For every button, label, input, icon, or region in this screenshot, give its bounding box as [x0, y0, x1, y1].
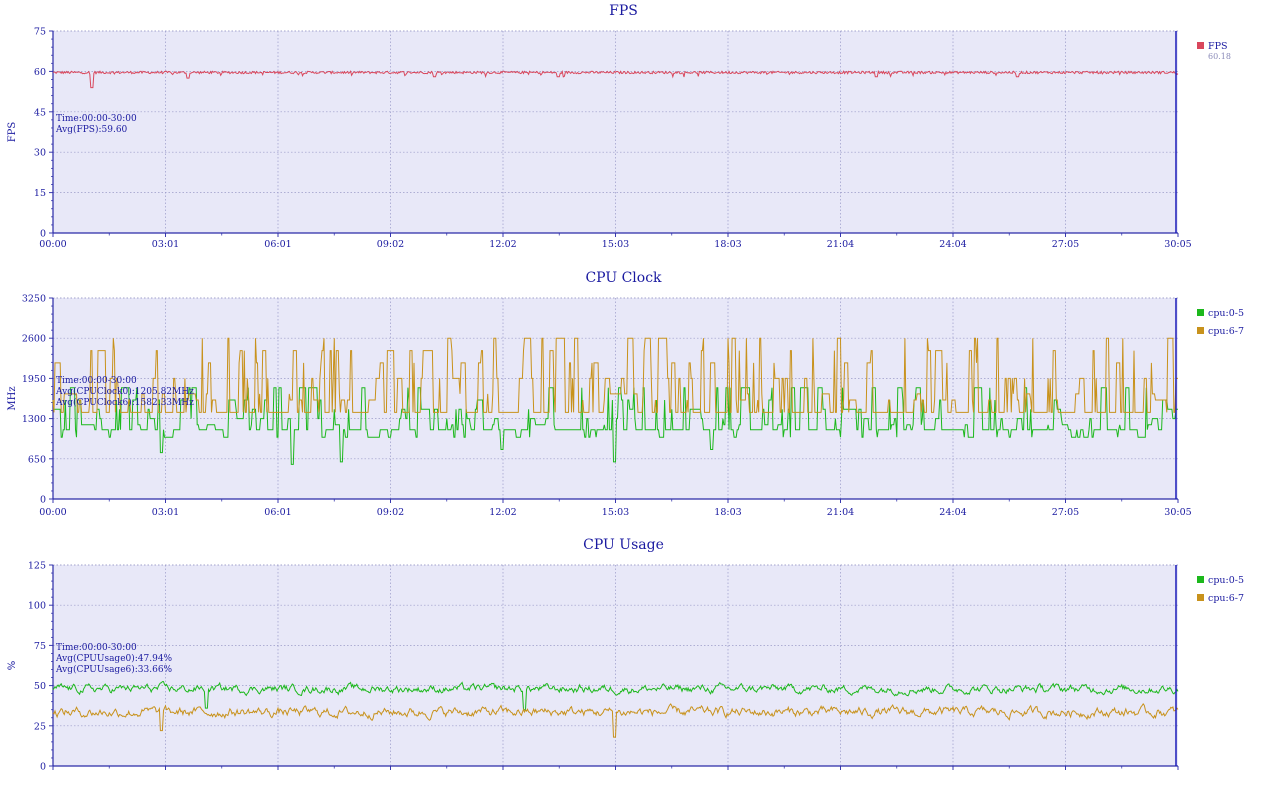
y-tick-label: 75 — [34, 641, 46, 652]
stats-annotation: Avg(CPUUsage6):33.66% — [55, 664, 173, 675]
x-tick-label: 27:05 — [1052, 507, 1079, 518]
x-tick-label: 24:04 — [939, 507, 966, 518]
y-tick-label: 15 — [34, 188, 46, 199]
series-line-cpu-0-5 — [52, 387, 1178, 465]
x-tick-label: 12:02 — [489, 239, 516, 250]
x-tick-label: 03:01 — [152, 507, 179, 518]
x-tick-label: 27:05 — [1052, 239, 1079, 250]
chart-0: FPS 0 15 30 45 60 75 00:00 03:01 06:01 09:02 12:02 1… — [7, 3, 1231, 250]
x-tick-label: 06:01 — [264, 507, 291, 518]
x-tick-label: 15:03 — [602, 239, 629, 250]
x-tick-label: 15:03 — [602, 507, 629, 518]
series-line-FPS — [52, 69, 1179, 89]
stats-annotation: Time:00:00-30:00 — [56, 114, 137, 124]
y-tick-label: 2600 — [22, 334, 46, 345]
x-tick-label: 03:01 — [152, 239, 179, 250]
y-axis-label: FPS — [7, 122, 18, 143]
x-tick-label: 09:02 — [377, 239, 404, 250]
x-tick-label: 12:02 — [489, 507, 516, 518]
x-tick-label: 30:05 — [1164, 239, 1191, 250]
chart-title: CPU Usage — [583, 537, 664, 553]
y-tick-label: 1950 — [22, 374, 46, 385]
y-tick-label: 0 — [40, 762, 46, 773]
y-tick-label: 125 — [28, 561, 46, 572]
series-line-cpu-6-7 — [52, 703, 1179, 738]
stats-annotation: Avg(CPUClock6):1582.33MHz — [55, 397, 194, 408]
chart-2: CPU Usage 0 25 50 75 100 125% cpu:0-5 cpu:6-7 Tim… — [7, 537, 1244, 773]
x-tick-label: 18:03 — [714, 507, 741, 518]
x-tick-label: 21:04 — [827, 239, 854, 250]
legend-swatch[interactable] — [1197, 327, 1204, 334]
y-tick-label: 3250 — [22, 294, 46, 305]
x-tick-label: 09:02 — [377, 507, 404, 518]
legend-label[interactable]: cpu:0-5 — [1208, 575, 1244, 586]
x-tick-label: 24:04 — [939, 239, 966, 250]
stats-annotation: Avg(CPUClock0):1205.82MHz — [55, 386, 194, 397]
x-tick-label: 21:04 — [827, 507, 854, 518]
legend-label[interactable]: cpu:0-5 — [1208, 308, 1244, 319]
y-axis-label: % — [7, 661, 18, 671]
series-line-cpu-0-5 — [52, 681, 1179, 711]
y-tick-label: 25 — [34, 721, 46, 732]
y-tick-label: 1300 — [22, 414, 46, 425]
legend-label[interactable]: FPS — [1208, 41, 1228, 52]
y-tick-label: 650 — [28, 454, 46, 465]
stats-annotation: Avg(CPUUsage0):47.94% — [55, 653, 173, 664]
chart-title: FPS — [609, 3, 638, 19]
plot-area — [53, 298, 1178, 499]
chart-title: CPU Clock — [585, 270, 662, 286]
y-axis-label: MHz — [7, 386, 18, 410]
x-tick-label: 06:01 — [264, 239, 291, 250]
y-tick-label: 60 — [34, 67, 46, 78]
chart-1: CPU Clock 0 650 1300 1950 2600 3250 00:00 03:01 0… — [7, 270, 1244, 518]
y-tick-label: 0 — [40, 495, 46, 506]
y-tick-label: 0 — [40, 229, 46, 240]
y-tick-label: 30 — [34, 148, 46, 159]
legend-value: 60.18 — [1208, 52, 1231, 61]
legend-swatch[interactable] — [1197, 42, 1204, 49]
stats-annotation: Time:00:00-30:00 — [56, 376, 137, 386]
series-line-cpu-6-7 — [52, 337, 1178, 413]
legend-swatch[interactable] — [1197, 576, 1204, 583]
x-tick-label: 18:03 — [714, 239, 741, 250]
x-tick-label: 30:05 — [1164, 507, 1191, 518]
legend-swatch[interactable] — [1197, 594, 1204, 601]
legend-label[interactable]: cpu:6-7 — [1208, 593, 1244, 604]
y-tick-label: 75 — [34, 27, 46, 38]
x-tick-label: 00:00 — [39, 507, 66, 518]
legend-swatch[interactable] — [1197, 309, 1204, 316]
stats-annotation: Time:00:00-30:00 — [56, 643, 137, 653]
y-tick-label: 45 — [34, 107, 46, 118]
y-tick-label: 100 — [28, 601, 46, 612]
legend-label[interactable]: cpu:6-7 — [1208, 326, 1244, 337]
x-tick-label: 00:00 — [39, 239, 66, 250]
stats-annotation: Avg(FPS):59.60 — [55, 124, 128, 135]
y-tick-label: 50 — [34, 681, 46, 692]
